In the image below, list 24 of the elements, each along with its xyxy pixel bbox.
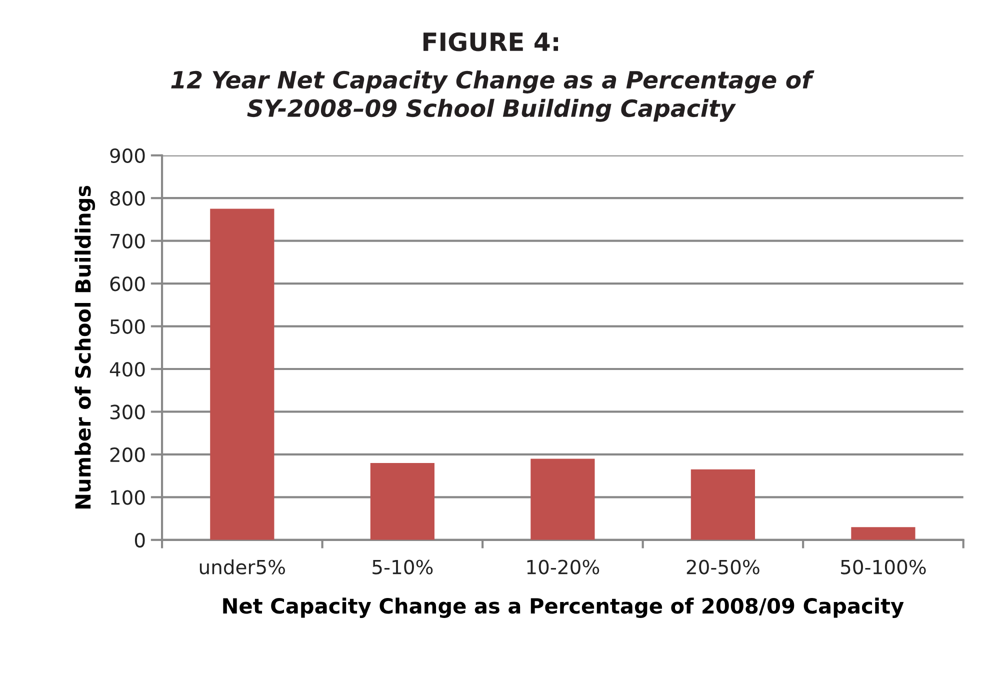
x-tick-label: under5% (200, 559, 285, 574)
y-tick-label: 500 (110, 319, 145, 334)
x-tick-label: 20-50% (686, 560, 760, 574)
bar (370, 463, 434, 540)
y-tick-label: 0 (134, 532, 145, 548)
bar (210, 208, 274, 540)
bar (690, 469, 755, 540)
x-tick-label: 50-100% (841, 560, 926, 574)
y-axis-title: Number of School Buildings (74, 186, 96, 509)
y-tick-label: 300 (110, 404, 145, 420)
x-tick-label: 10-20% (527, 560, 600, 574)
y-tick-label: 700 (110, 234, 145, 248)
chart-subtitle: 12 Year Net Capacity Change as a Percentage of SY-2008–09 School Building Capacity (171, 70, 814, 122)
y-tick-label: 800 (110, 191, 145, 206)
y-tick-label: 600 (110, 276, 145, 292)
y-tick-label: 400 (110, 362, 145, 377)
chart-title: FIGURE 4: (423, 32, 558, 52)
y-tick-label: 200 (110, 447, 145, 462)
x-tick-label: 5-10% (372, 560, 433, 574)
y-tick-label: 100 (111, 490, 145, 505)
y-tick-label: 900 (110, 148, 145, 164)
bar (530, 458, 595, 540)
x-axis-title: Net Capacity Change as a Percentage of 2008/09 Capacity (223, 598, 904, 618)
bar (851, 527, 916, 540)
